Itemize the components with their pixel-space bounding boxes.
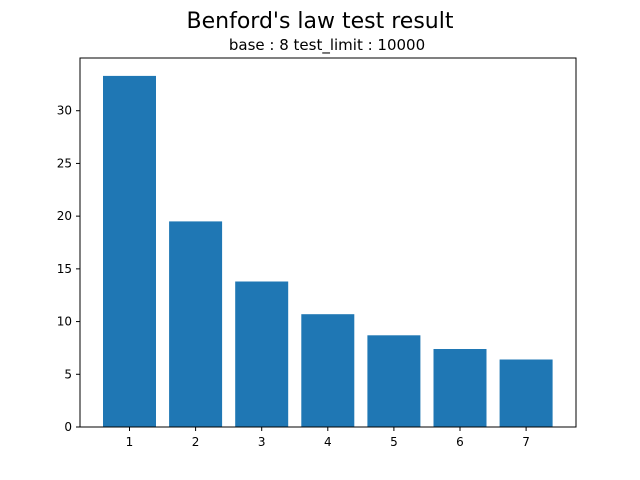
y-tick-label: 20: [57, 209, 72, 223]
y-tick-label: 30: [57, 104, 72, 118]
x-tick-label: 7: [522, 435, 530, 449]
x-tick-label: 3: [258, 435, 266, 449]
bar-digit-7: [499, 359, 553, 427]
x-tick-label: 5: [390, 435, 398, 449]
x-tick-label: 2: [192, 435, 200, 449]
y-tick-label: 5: [64, 367, 72, 381]
y-tick-label: 0: [64, 420, 72, 434]
bar-digit-6: [433, 349, 487, 427]
chart-title: Benford's law test result: [187, 9, 454, 34]
bar-digit-1: [103, 75, 156, 428]
x-tick-label: 4: [324, 435, 332, 449]
x-tick-label: 6: [456, 435, 464, 449]
bars-group: [103, 75, 553, 428]
plot-frame: [79, 57, 577, 428]
y-tick-label: 10: [57, 315, 72, 329]
bar-digit-3: [235, 281, 289, 427]
y-tick-label: 25: [57, 156, 72, 170]
x-tick-label: 1: [126, 435, 134, 449]
bar-digit-2: [169, 221, 223, 427]
bar-digit-4: [301, 314, 355, 427]
y-tick-label: 15: [57, 262, 72, 276]
x-axis: 1 2 3 4 5 6 7: [126, 427, 530, 449]
y-axis: 0 5 10 15 20 25 30: [57, 104, 80, 434]
chart-subtitle: base : 8 test_limit : 10000: [229, 36, 425, 55]
bar-digit-5: [367, 335, 421, 427]
